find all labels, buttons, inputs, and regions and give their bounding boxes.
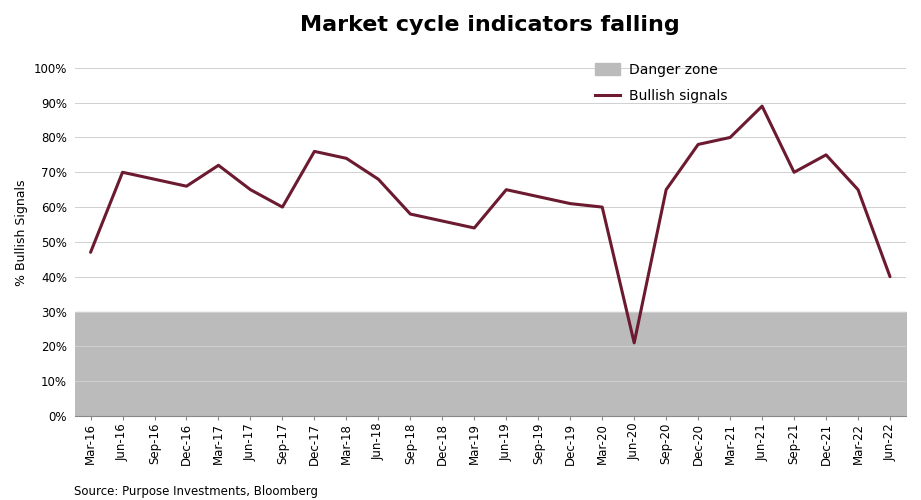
Y-axis label: % Bullish Signals: % Bullish Signals (15, 180, 28, 286)
Legend: Danger zone, Bullish signals: Danger zone, Bullish signals (589, 58, 733, 109)
Title: Market cycle indicators falling: Market cycle indicators falling (300, 15, 681, 35)
Text: Source: Purpose Investments, Bloomberg: Source: Purpose Investments, Bloomberg (74, 484, 318, 498)
